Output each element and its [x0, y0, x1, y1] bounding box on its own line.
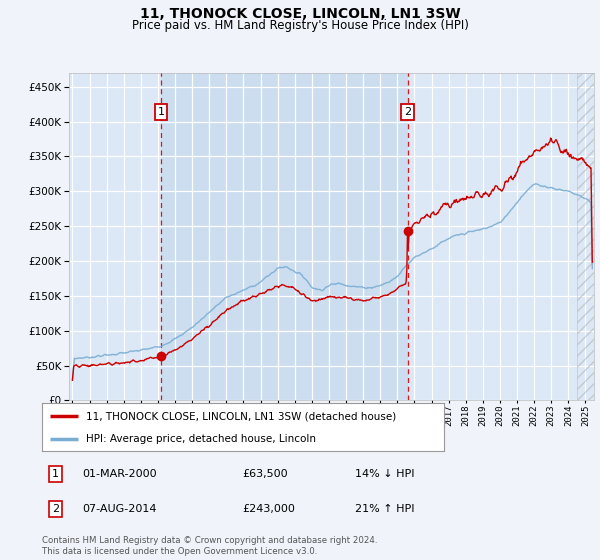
Text: Contains HM Land Registry data © Crown copyright and database right 2024.: Contains HM Land Registry data © Crown c… — [42, 536, 377, 545]
Text: £63,500: £63,500 — [242, 469, 287, 479]
Text: 2: 2 — [52, 504, 59, 514]
Text: 2: 2 — [404, 107, 411, 117]
Text: 11, THONOCK CLOSE, LINCOLN, LN1 3SW: 11, THONOCK CLOSE, LINCOLN, LN1 3SW — [140, 7, 460, 21]
Text: 14% ↓ HPI: 14% ↓ HPI — [355, 469, 415, 479]
Text: This data is licensed under the Open Government Licence v3.0.: This data is licensed under the Open Gov… — [42, 548, 317, 557]
Text: 21% ↑ HPI: 21% ↑ HPI — [355, 504, 415, 514]
Bar — [161, 73, 407, 400]
Text: Price paid vs. HM Land Registry's House Price Index (HPI): Price paid vs. HM Land Registry's House … — [131, 19, 469, 32]
Text: 01-MAR-2000: 01-MAR-2000 — [83, 469, 157, 479]
Text: HPI: Average price, detached house, Lincoln: HPI: Average price, detached house, Linc… — [86, 434, 316, 444]
Text: 07-AUG-2014: 07-AUG-2014 — [83, 504, 157, 514]
Text: 1: 1 — [52, 469, 59, 479]
Text: 11, THONOCK CLOSE, LINCOLN, LN1 3SW (detached house): 11, THONOCK CLOSE, LINCOLN, LN1 3SW (det… — [86, 411, 397, 421]
Text: £243,000: £243,000 — [242, 504, 295, 514]
Text: 1: 1 — [157, 107, 164, 117]
